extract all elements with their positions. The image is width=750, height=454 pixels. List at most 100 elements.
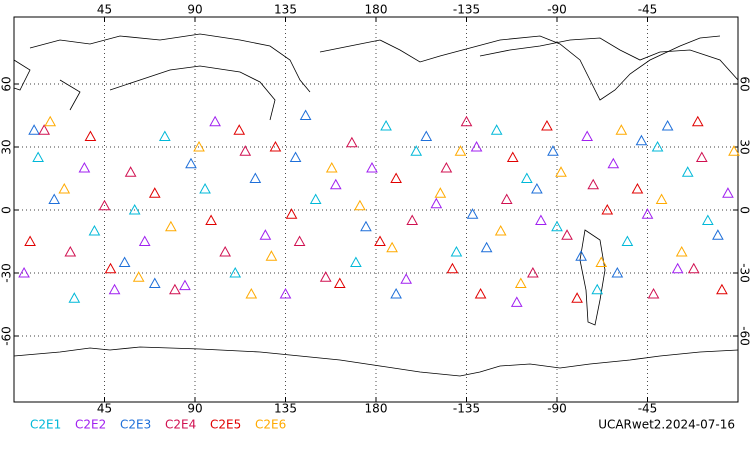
point [588,180,598,189]
point [673,264,683,273]
point [468,209,478,218]
point [616,125,626,134]
point [608,159,618,168]
point [502,195,512,204]
point [79,163,89,172]
y-tick-label: -60 [0,326,14,346]
point [536,216,546,225]
x-tick-label: 180 [365,3,388,17]
x-tick-label: 135 [274,3,297,17]
point [441,163,451,172]
legend-label: C2E6 [255,418,286,432]
point [663,121,673,130]
point [492,125,502,134]
x-tick-label: -45 [638,3,658,17]
y-tick-label: -30 [738,263,750,283]
point [291,153,301,162]
point [295,237,305,246]
point [431,199,441,208]
x-tick-label: -90 [547,3,567,17]
x-tick-label: -135 [453,402,480,416]
point [170,285,180,294]
point [653,142,663,151]
point [508,153,518,162]
point [435,188,445,197]
point [582,132,592,141]
point [49,195,59,204]
point [240,146,250,155]
point [723,188,733,197]
point [602,205,612,214]
point [516,279,526,288]
legend-label: C2E3 [120,418,151,432]
x-tick-label: -90 [547,402,567,416]
y-tick-label: 30 [738,139,750,154]
point [266,251,276,260]
point [572,293,582,302]
point [693,117,703,126]
x-tick-label: 180 [365,402,388,416]
point [482,243,492,252]
point [327,163,337,172]
point [210,117,220,126]
point [548,146,558,155]
point [85,132,95,141]
point [636,136,646,145]
point [677,247,687,256]
y-tick-label: 0 [0,206,14,214]
point [683,167,693,176]
x-tick-label: 135 [274,402,297,416]
point [472,142,482,151]
point [657,195,667,204]
x-tick-label: -45 [638,402,658,416]
point [200,184,210,193]
point [717,285,727,294]
x-tick-label: 90 [187,402,202,416]
y-tick-label: 30 [0,139,14,154]
point [194,142,204,151]
point [39,125,49,134]
point [355,201,365,210]
legend-label: C2E5 [210,418,241,432]
point [321,272,331,281]
point [496,226,506,235]
point [703,216,713,225]
y-tick-label: -60 [738,326,750,346]
point [375,237,385,246]
point [89,226,99,235]
point [59,184,69,193]
point [387,243,397,252]
point [421,132,431,141]
point [246,289,256,298]
point [206,216,216,225]
point [301,111,311,120]
legend-label: C2E2 [75,418,106,432]
point [542,121,552,130]
point [622,237,632,246]
point [120,258,130,267]
y-tick-label: 0 [738,206,750,214]
point [33,153,43,162]
point [612,268,622,277]
point [411,146,421,155]
point [697,153,707,162]
point [166,222,176,231]
point [106,264,116,273]
point [528,268,538,277]
point [532,184,542,193]
point [65,247,75,256]
point [596,258,606,267]
point [150,188,160,197]
point [689,264,699,273]
point [592,285,602,294]
point [45,117,55,126]
points [19,111,739,307]
x-tick-label: -135 [453,3,480,17]
point [455,146,465,155]
chart-title: UCARwet2.2024-07-16 [598,418,735,432]
point [381,121,391,130]
point [19,268,29,277]
point [69,293,79,302]
